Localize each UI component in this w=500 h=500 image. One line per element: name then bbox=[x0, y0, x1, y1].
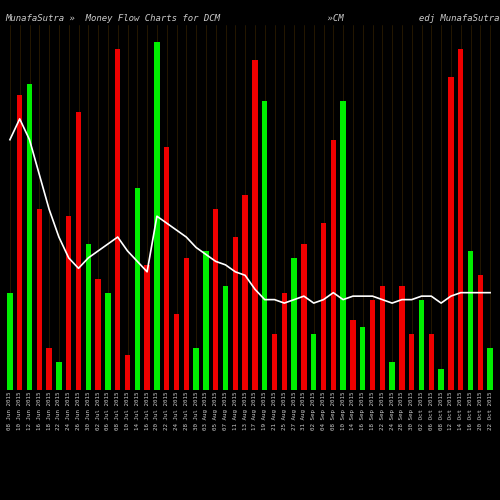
Bar bbox=[232, 237, 238, 390]
Bar bbox=[458, 50, 464, 390]
Bar bbox=[7, 292, 12, 390]
Bar bbox=[46, 348, 52, 390]
Bar bbox=[174, 314, 179, 390]
Bar bbox=[36, 209, 42, 390]
Bar bbox=[478, 276, 483, 390]
Bar bbox=[262, 102, 268, 390]
Bar bbox=[184, 258, 189, 390]
Bar bbox=[340, 102, 346, 390]
Bar bbox=[419, 300, 424, 390]
Bar bbox=[125, 355, 130, 390]
Bar bbox=[311, 334, 316, 390]
Bar bbox=[409, 334, 414, 390]
Bar bbox=[252, 60, 258, 390]
Bar bbox=[194, 348, 199, 390]
Bar bbox=[360, 328, 366, 390]
Bar bbox=[223, 286, 228, 390]
Bar bbox=[272, 334, 277, 390]
Bar bbox=[86, 244, 91, 390]
Bar bbox=[27, 84, 32, 390]
Bar bbox=[350, 320, 356, 390]
Bar bbox=[242, 196, 248, 390]
Bar bbox=[292, 258, 297, 390]
Bar bbox=[438, 369, 444, 390]
Bar bbox=[76, 112, 81, 390]
Bar bbox=[17, 94, 22, 390]
Bar bbox=[428, 334, 434, 390]
Bar bbox=[154, 42, 160, 390]
Bar bbox=[448, 77, 454, 390]
Bar bbox=[301, 244, 306, 390]
Bar bbox=[321, 223, 326, 390]
Bar bbox=[96, 279, 101, 390]
Bar bbox=[330, 140, 336, 390]
Bar bbox=[213, 209, 218, 390]
Bar bbox=[468, 251, 473, 390]
Bar bbox=[164, 146, 170, 390]
Bar bbox=[134, 188, 140, 390]
Bar bbox=[399, 286, 404, 390]
Bar bbox=[66, 216, 71, 390]
Bar bbox=[56, 362, 62, 390]
Bar bbox=[370, 300, 375, 390]
Bar bbox=[203, 251, 208, 390]
Bar bbox=[144, 265, 150, 390]
Text: MunafaSutra »  Money Flow Charts for DCM                    »CM              edj: MunafaSutra » Money Flow Charts for DCM … bbox=[5, 14, 500, 23]
Bar bbox=[105, 292, 110, 390]
Bar bbox=[390, 362, 395, 390]
Bar bbox=[115, 50, 120, 390]
Bar bbox=[488, 348, 493, 390]
Bar bbox=[282, 292, 287, 390]
Bar bbox=[380, 286, 385, 390]
